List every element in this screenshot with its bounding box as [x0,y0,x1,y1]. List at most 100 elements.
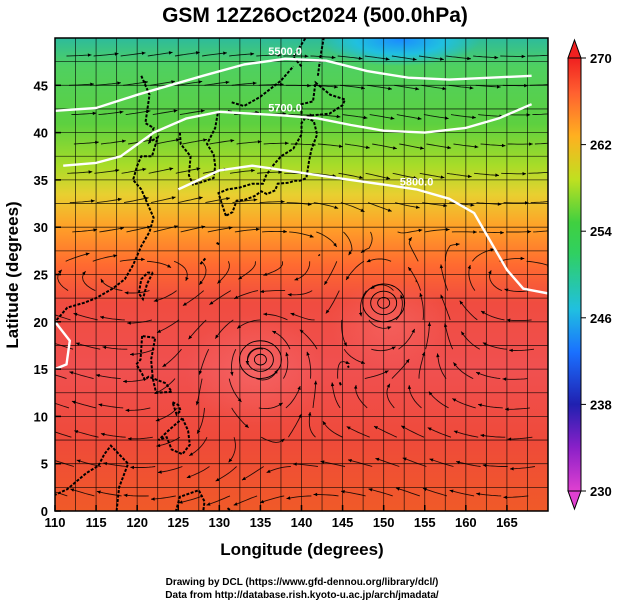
streamline [312,380,317,408]
streamline-arrowhead [387,208,392,212]
streamline [365,172,391,180]
streamline-arrowhead [206,502,211,506]
streamline-arrowhead [244,424,249,428]
streamline [69,371,94,380]
streamline [337,361,350,379]
streamline [446,55,472,60]
streamline-arrowhead [198,370,203,375]
streamline-arrowhead [198,196,203,200]
streamline [533,230,548,233]
streamline-arrowhead [124,291,129,295]
streamline [450,114,476,119]
streamline [503,495,529,498]
streamline [100,140,126,145]
streamline-arrowhead [162,363,167,367]
streamline [286,495,312,500]
streamline-arrowhead [472,115,476,119]
streamline [65,252,90,262]
streamline [229,53,255,57]
streamline-arrowhead [334,205,339,209]
streamline-arrowhead [98,403,103,407]
streamline [313,494,339,497]
streamline-arrowhead [353,385,358,389]
colorbar-tick-label: 230 [590,484,612,499]
streamline-arrowhead [278,170,283,174]
streamline [123,494,149,497]
streamline-arrowhead [429,458,434,462]
contour-label: 5700.0 [268,103,302,115]
streamline [206,495,231,506]
streamline-arrowhead [400,294,404,299]
streamline-arrowhead [476,372,481,376]
streamline [228,437,236,463]
streamline-arrowhead [488,270,492,275]
streamline-arrowhead [336,114,341,119]
streamline-arrowhead [331,55,336,60]
streamline [263,142,289,145]
streamline-arrowhead [203,138,207,142]
streamline [196,378,203,406]
streamline [399,143,424,150]
streamline [427,427,452,438]
streamline-arrowhead [550,171,554,174]
streamline-arrowhead [370,285,375,289]
streamline-arrowhead [198,80,203,84]
warm-core-east [330,280,450,370]
streamline-arrowhead [413,176,418,180]
streamline-arrowhead [215,477,220,482]
streamline [370,284,394,291]
x-tick-label: 115 [86,515,107,530]
streamline-arrowhead [294,277,299,281]
streamline-arrowhead [440,294,444,299]
streamline [419,172,445,179]
streamline-arrowhead [151,497,155,501]
streamline-arrowhead [182,302,187,306]
streamline-arrowhead [158,470,162,474]
streamline [73,312,98,321]
streamline [266,466,291,474]
streamline [528,171,548,174]
streamline-arrowhead [50,458,54,461]
streamline-arrowhead [43,488,47,491]
credit-line-2: Data from http://database.rish.kyoto-u.a… [165,590,439,601]
streamline-arrowhead [420,146,424,150]
x-tick-label: 150 [373,515,395,530]
streamline [287,290,313,296]
height-contour [177,164,548,295]
streamline-arrowhead [415,87,420,91]
streamline [355,384,368,409]
streamline [147,51,173,57]
streamline-arrowhead [449,489,454,493]
streamline-arrowhead [85,252,90,256]
x-tick-label: 160 [455,515,477,530]
streamline [340,490,366,497]
streamline [504,288,530,292]
streamline [98,403,124,409]
streamline-arrowhead [529,142,533,146]
streamline-arrowhead [411,328,415,333]
streamline-arrowhead [552,200,556,204]
streamline-arrowhead [556,141,560,145]
streamline-arrowhead [308,412,312,416]
streamline-arrowhead [456,460,460,465]
x-tick-label: 145 [332,515,354,530]
colorbar-ramp [567,57,582,492]
streamline-arrowhead [322,421,327,426]
streamline-arrowhead [228,458,233,463]
streamline [182,290,204,306]
streamline [293,463,318,467]
streamline-arrowhead [285,352,289,357]
streamline-arrowhead [405,359,410,363]
streamline-arrowhead [195,51,200,55]
streamline [373,425,397,438]
streamline [449,202,475,206]
streamline-arrowhead [169,167,174,171]
streamline-arrowhead [496,85,501,89]
streamline [400,425,425,438]
streamline [310,55,336,59]
streamline-arrowhead [251,168,255,173]
plot-area: 5500.0 5700.0 5800.0 [43,38,560,511]
streamline [407,266,422,291]
y-tick-label: 20 [34,315,48,330]
y-tick-label: 25 [34,268,48,283]
